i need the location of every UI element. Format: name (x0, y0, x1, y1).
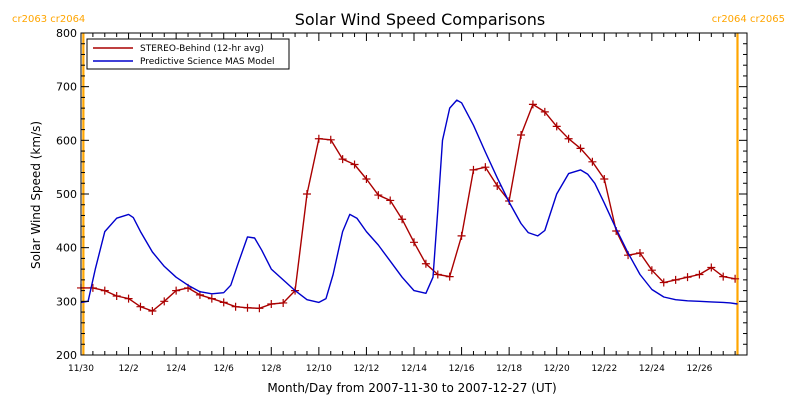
carrington-label-left: cr2063 cr2064 (12, 14, 85, 25)
series-point-0 (469, 165, 478, 174)
x-tick-label: 12/10 (306, 364, 332, 374)
x-tick-label: 12/14 (401, 364, 427, 374)
series-point-0 (564, 134, 573, 143)
series-point-0 (731, 274, 740, 283)
series-point-0 (445, 272, 454, 281)
series-point-0 (695, 270, 704, 279)
carrington-label-right: cr2064 cr2065 (712, 14, 785, 25)
chart-title: Solar Wind Speed Comparisons (295, 10, 546, 29)
x-tick-label: 12/6 (214, 364, 234, 374)
series-point-0 (600, 174, 609, 183)
series-point-0 (100, 286, 109, 295)
series-point-0 (314, 134, 323, 143)
x-tick-label: 12/2 (118, 364, 138, 374)
series-point-0 (493, 181, 502, 190)
series-point-0 (88, 283, 97, 292)
series-point-0 (136, 302, 145, 311)
series-point-0 (683, 273, 692, 282)
carrington-markers (82, 33, 739, 355)
x-tick-label: 12/18 (496, 364, 522, 374)
series-point-0 (671, 275, 680, 284)
series-point-0 (219, 298, 228, 307)
x-tick-label: 12/12 (353, 364, 379, 374)
legend-box (86, 38, 290, 70)
x-axis-label: Month/Day from 2007-11-30 to 2007-12-27 … (267, 381, 556, 395)
series-line-1 (80, 99, 738, 305)
series-point-0 (552, 122, 561, 131)
series-point-0 (267, 300, 276, 309)
legend-label-mas: Predictive Science MAS Model (140, 57, 275, 67)
series-point-0 (635, 249, 644, 258)
series-point-0 (207, 294, 216, 303)
x-tick-label: 12/22 (591, 364, 617, 374)
y-axis: 200 300 400 500 600 700 800 (56, 27, 747, 362)
series-point-0 (421, 259, 430, 268)
x-tick-label: 12/8 (261, 364, 281, 374)
series-point-0 (481, 163, 490, 172)
series-point-0 (659, 278, 668, 287)
series-point-0 (457, 231, 466, 240)
series-point-0 (350, 160, 359, 169)
series-point-0 (398, 215, 407, 224)
y-tick-label: 400 (56, 242, 77, 255)
plot-series (77, 99, 740, 315)
series-point-0 (148, 306, 157, 315)
x-axis: 11/30 12/2 12/4 12/6 12/8 12/10 12/12 12/14 12/1… (68, 33, 748, 374)
series-point-0 (160, 297, 169, 306)
series-point-0 (588, 157, 597, 166)
series-point-0 (326, 135, 335, 144)
series-point-0 (576, 144, 585, 153)
x-tick-label: 12/26 (686, 364, 712, 374)
series-point-0 (362, 174, 371, 183)
series-point-0 (374, 191, 383, 200)
y-tick-label: 800 (56, 27, 77, 40)
y-tick-label: 300 (56, 295, 77, 308)
y-tick-label: 500 (56, 188, 77, 201)
series-line-0 (81, 103, 736, 312)
legend: STEREO-Behind (12-hr avg) Predictive Sci… (86, 38, 290, 70)
series-point-0 (517, 130, 526, 139)
series-point-0 (279, 298, 288, 307)
series-point-0 (124, 294, 133, 303)
x-tick-label: 11/30 (68, 364, 94, 374)
x-tick-label: 12/20 (544, 364, 570, 374)
series-point-0 (540, 107, 549, 116)
series-point-0 (172, 286, 181, 295)
x-tick-label: 12/4 (166, 364, 186, 374)
series-point-0 (338, 155, 347, 164)
series-point-0 (433, 270, 442, 279)
series-point-0 (719, 272, 728, 281)
y-tick-label: 200 (56, 349, 77, 362)
series-point-0 (647, 266, 656, 275)
series-point-0 (112, 291, 121, 300)
series-point-0 (707, 263, 716, 272)
y-axis-label: Solar Wind Speed (km/s) (29, 121, 43, 269)
series-point-0 (255, 304, 264, 313)
y-tick-label: 700 (56, 81, 77, 94)
x-tick-label: 12/16 (449, 364, 475, 374)
x-tick-label: 12/24 (639, 364, 665, 374)
series-point-0 (528, 100, 537, 109)
series-point-0 (302, 190, 311, 198)
series-point-0 (243, 303, 252, 312)
series-point-0 (410, 238, 418, 247)
y-tick-label: 600 (56, 134, 77, 147)
series-point-0 (386, 196, 395, 205)
series-point-0 (231, 302, 240, 311)
plot-frame (80, 32, 748, 356)
legend-label-stereo: STEREO-Behind (12-hr avg) (140, 44, 264, 54)
